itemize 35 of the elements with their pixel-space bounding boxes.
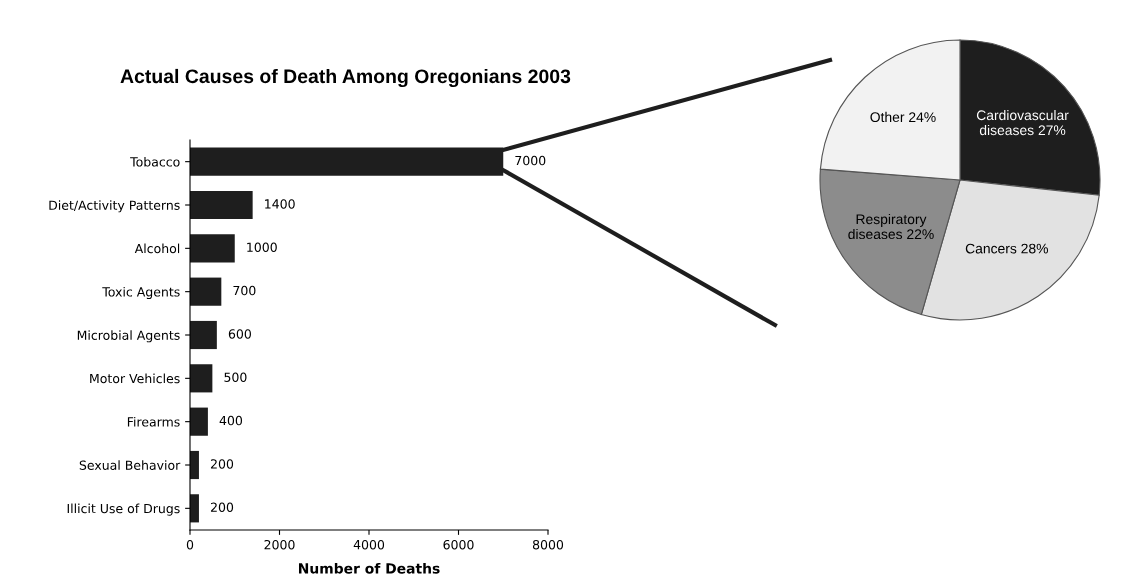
x-tick-label: 6000	[443, 539, 474, 550]
y-tick-label: Motor Vehicles	[90, 373, 180, 384]
y-tick-label: Sexual Behavior	[79, 460, 181, 470]
y-tick-label: Microbial Agents	[77, 330, 180, 343]
data-label: 700	[233, 285, 256, 296]
y-tick-label: Illicit Use of Drugs	[67, 503, 180, 516]
data-label: 600	[228, 329, 251, 339]
data-label: 200	[210, 502, 234, 512]
bar	[190, 190, 253, 220]
bar	[190, 277, 222, 306]
slice-label: Cardiovascular diseases 27%	[976, 109, 1069, 136]
x-tick-label: 8000	[532, 539, 564, 550]
y-tick-label: Alcohol	[134, 243, 180, 254]
bar	[190, 364, 213, 393]
x-axis-title: Number of Deaths	[298, 562, 440, 574]
x-tick-label: 4000	[353, 539, 385, 550]
x-tick-label: 0	[186, 539, 194, 550]
data-label: 400	[219, 415, 243, 426]
bar	[190, 407, 208, 436]
y-tick-label: Firearms	[127, 416, 180, 427]
slice-label: Cancers 28%	[965, 243, 1048, 254]
data-label: 1000	[247, 242, 277, 252]
slice-label: Other 24%	[870, 111, 936, 123]
chart-title: Actual Causes of Death Among Oregonians 2003	[120, 68, 571, 88]
data-label: 1400	[265, 199, 295, 209]
y-tick-label: Toxic Agents	[102, 286, 180, 300]
slice-label: Respiratory diseases 22%	[848, 213, 934, 240]
data-label: 7000	[515, 155, 546, 166]
data-label: 200	[210, 459, 234, 469]
bar	[190, 320, 217, 350]
bar	[190, 234, 235, 263]
data-label: 500	[224, 372, 247, 382]
y-tick-label: Diet/Activity Patterns	[49, 200, 180, 213]
x-tick-label: 2000	[264, 539, 295, 550]
y-tick-label: Tobacco	[130, 156, 180, 167]
